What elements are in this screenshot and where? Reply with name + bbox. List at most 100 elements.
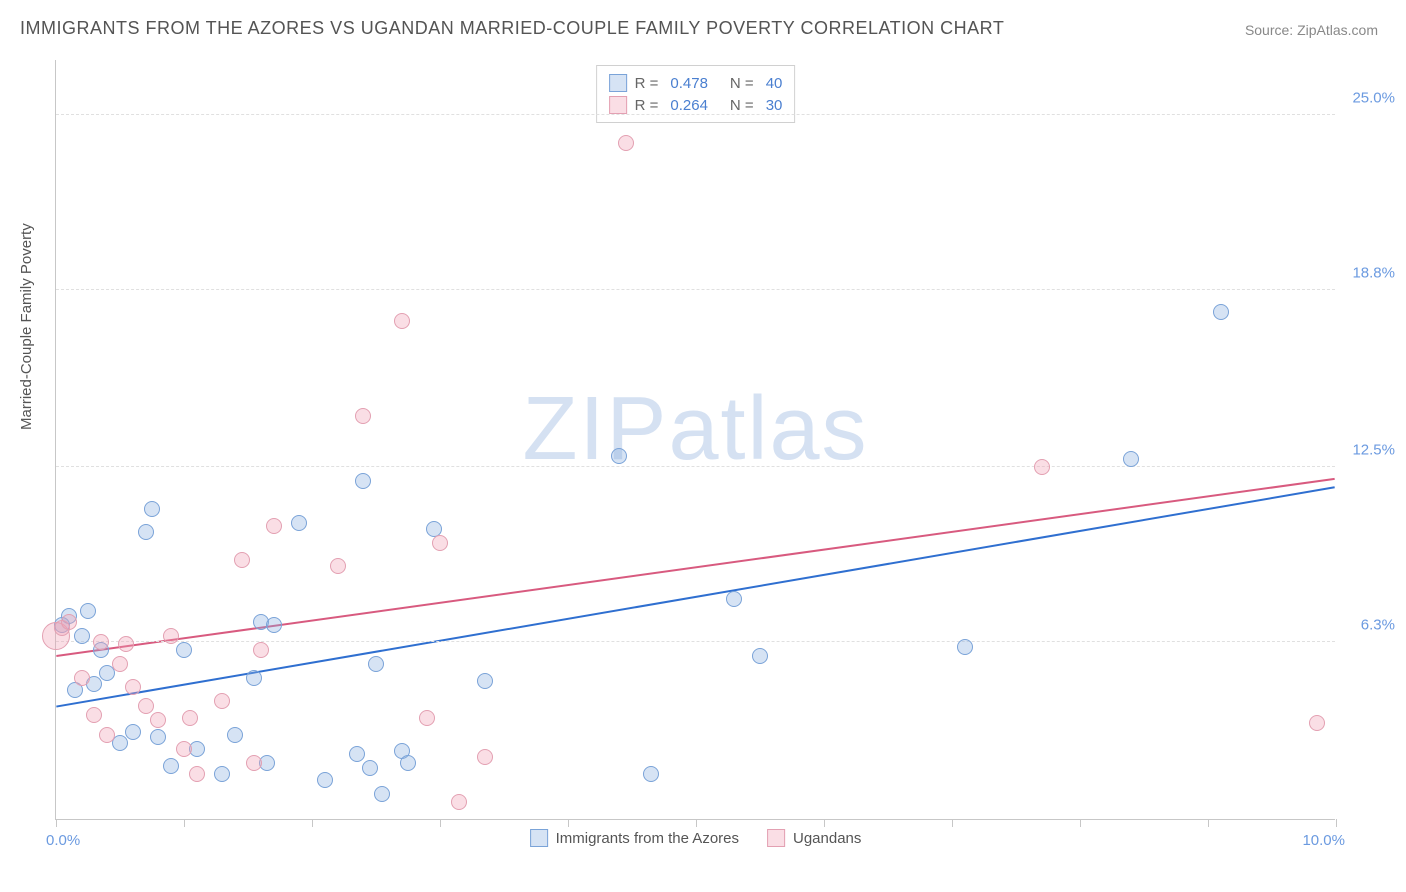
- legend-label: Ugandans: [793, 830, 861, 847]
- x-max-label: 10.0%: [1302, 832, 1345, 849]
- data-point: [74, 628, 90, 644]
- data-point: [189, 766, 205, 782]
- x-tick: [1080, 819, 1081, 827]
- data-point: [266, 518, 282, 534]
- data-point: [214, 693, 230, 709]
- data-point: [419, 710, 435, 726]
- data-point: [150, 712, 166, 728]
- chart-title: IMMIGRANTS FROM THE AZORES VS UGANDAN MA…: [20, 18, 1004, 39]
- data-point: [726, 591, 742, 607]
- x-tick: [824, 819, 825, 827]
- data-point: [80, 603, 96, 619]
- data-point: [355, 408, 371, 424]
- data-point: [253, 642, 269, 658]
- data-point: [246, 755, 262, 771]
- data-point: [330, 558, 346, 574]
- data-point: [182, 710, 198, 726]
- data-point: [957, 639, 973, 655]
- legend-n-value: 40: [766, 75, 783, 92]
- data-point: [266, 617, 282, 633]
- data-point: [394, 313, 410, 329]
- x-tick: [952, 819, 953, 827]
- y-tick-label: 12.5%: [1352, 442, 1395, 459]
- x-tick: [1336, 819, 1337, 827]
- plot-area: ZIPatlas R =0.478N =40R =0.264N =30 0.0%…: [55, 60, 1335, 820]
- data-point: [1034, 459, 1050, 475]
- data-point: [86, 707, 102, 723]
- data-point: [643, 766, 659, 782]
- data-point: [99, 727, 115, 743]
- x-min-label: 0.0%: [46, 832, 80, 849]
- x-tick: [312, 819, 313, 827]
- y-axis-label: Married-Couple Family Poverty: [18, 223, 35, 430]
- data-point: [112, 656, 128, 672]
- gridline: [56, 641, 1335, 642]
- x-tick: [696, 819, 697, 827]
- data-point: [1123, 451, 1139, 467]
- data-point: [1213, 304, 1229, 320]
- legend-item: Immigrants from the Azores: [530, 829, 739, 847]
- data-point: [176, 642, 192, 658]
- legend-r-value: 0.478: [670, 75, 708, 92]
- data-point: [451, 794, 467, 810]
- trend-lines: [56, 60, 1335, 819]
- y-tick-label: 18.8%: [1352, 264, 1395, 281]
- data-point: [368, 656, 384, 672]
- data-point: [317, 772, 333, 788]
- data-point: [150, 729, 166, 745]
- data-point: [144, 501, 160, 517]
- data-point: [432, 535, 448, 551]
- legend-r-label: R =: [635, 97, 659, 114]
- y-tick-label: 6.3%: [1361, 616, 1395, 633]
- data-point: [163, 758, 179, 774]
- data-point: [752, 648, 768, 664]
- data-point: [138, 524, 154, 540]
- data-point: [234, 552, 250, 568]
- x-tick: [440, 819, 441, 827]
- data-point: [611, 448, 627, 464]
- x-tick: [184, 819, 185, 827]
- data-point: [227, 727, 243, 743]
- data-point: [477, 749, 493, 765]
- legend-row: R = 0.478 N = 40: [609, 72, 783, 94]
- data-point: [291, 515, 307, 531]
- legend-label: Immigrants from the Azores: [556, 830, 739, 847]
- source-attribution: Source: ZipAtlas.com: [1245, 22, 1378, 38]
- legend-swatch: [609, 96, 627, 114]
- data-point: [355, 473, 371, 489]
- legend-series: Immigrants from the Azores Ugandans: [530, 829, 862, 847]
- x-tick: [568, 819, 569, 827]
- data-point: [618, 135, 634, 151]
- data-point: [349, 746, 365, 762]
- legend-row: R = 0.264 N = 30: [609, 94, 783, 116]
- y-tick-label: 25.0%: [1352, 90, 1395, 107]
- data-point: [163, 628, 179, 644]
- data-point: [374, 786, 390, 802]
- legend-r-value: 0.264: [670, 97, 708, 114]
- legend-n-label: N =: [730, 97, 754, 114]
- legend-n-value: 30: [766, 97, 783, 114]
- legend-swatch: [609, 74, 627, 92]
- gridline: [56, 114, 1335, 115]
- data-point: [400, 755, 416, 771]
- legend-n-label: N =: [730, 75, 754, 92]
- data-point: [118, 636, 134, 652]
- data-point: [246, 670, 262, 686]
- legend-r-label: R =: [635, 75, 659, 92]
- data-point: [125, 724, 141, 740]
- data-point: [138, 698, 154, 714]
- legend-swatch: [530, 829, 548, 847]
- data-point: [1309, 715, 1325, 731]
- data-point: [74, 670, 90, 686]
- gridline: [56, 466, 1335, 467]
- gridline: [56, 289, 1335, 290]
- data-point: [93, 634, 109, 650]
- data-point: [176, 741, 192, 757]
- data-point: [214, 766, 230, 782]
- x-tick: [1208, 819, 1209, 827]
- data-point: [362, 760, 378, 776]
- data-point: [61, 614, 77, 630]
- trend-line: [56, 479, 1334, 656]
- data-point: [477, 673, 493, 689]
- data-point: [125, 679, 141, 695]
